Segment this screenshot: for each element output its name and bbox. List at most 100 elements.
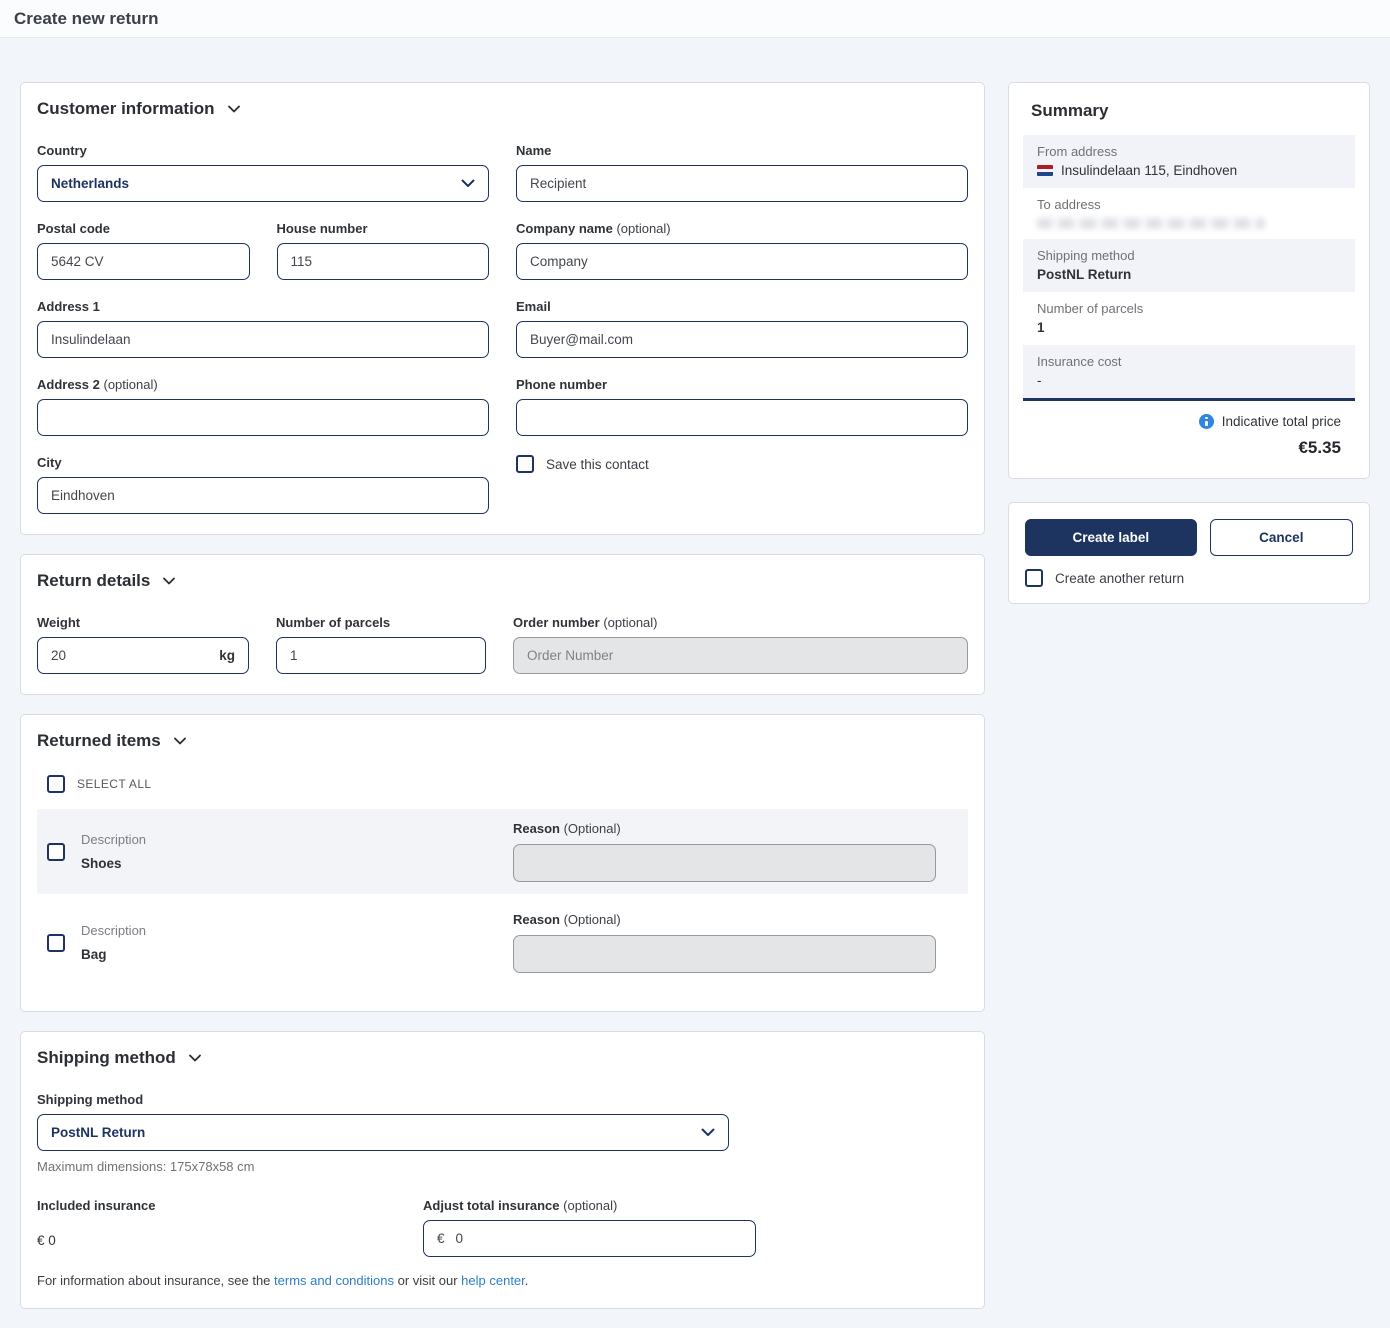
select-all-checkbox[interactable] [47, 775, 65, 793]
summary-card: Summary From address Insulindelaan 115, … [1008, 82, 1370, 479]
help-center-link[interactable]: help center [461, 1273, 525, 1288]
euro-currency-prefix: € [437, 1231, 445, 1246]
weight-input[interactable]: 20 kg [37, 637, 249, 674]
address1-value: Insulindelaan [51, 332, 131, 347]
reason-label: Reason (Optional) [513, 821, 621, 836]
item-description-label: Description [81, 832, 147, 847]
actions-card: Create label Cancel Create another retur… [1008, 502, 1370, 604]
city-input[interactable]: Eindhoven [37, 477, 489, 514]
page-title: Create new return [14, 8, 159, 28]
reason-label: Reason (Optional) [513, 912, 621, 927]
create-label-button[interactable]: Create label [1025, 519, 1197, 556]
house-number-input[interactable]: 115 [276, 243, 489, 280]
summary-parcels-value: 1 [1037, 320, 1045, 335]
insurance-info-note: For information about insurance, see the… [37, 1273, 529, 1288]
shipping-method-select[interactable]: PostNL Return [37, 1114, 729, 1151]
included-insurance-value: € 0 [37, 1233, 56, 1248]
reason-input-bag [513, 935, 936, 973]
country-label: Country [37, 143, 87, 158]
summary-from-address-row: From address Insulindelaan 115, Eindhove… [1023, 135, 1355, 188]
order-number-placeholder: Order Number [527, 648, 614, 663]
summary-to-address-row: To address [1023, 188, 1355, 239]
parcels-value: 1 [290, 648, 298, 663]
customer-left-column: Country Netherlands Postal code 5642 CV … [37, 143, 489, 514]
included-insurance-label: Included insurance [37, 1198, 156, 1213]
shipping-method-value: PostNL Return [51, 1125, 146, 1140]
company-name-label: Company name (optional) [516, 221, 671, 236]
create-another-return-checkbox[interactable] [1025, 569, 1043, 587]
name-input[interactable]: Recipient [516, 165, 968, 202]
save-contact-checkbox[interactable] [516, 455, 534, 473]
collapse-shipping-method-chevron-down-icon[interactable] [187, 1052, 203, 1064]
order-number-input: Order Number [513, 637, 968, 674]
house-number-value: 115 [290, 254, 313, 269]
summary-parcels-label: Number of parcels [1037, 301, 1144, 316]
summary-insurance-label: Insurance cost [1037, 354, 1122, 369]
collapse-return-details-chevron-down-icon[interactable] [161, 575, 177, 587]
email-input[interactable]: Buyer@mail.com [516, 321, 968, 358]
shipping-method-card: Shipping method Shipping method PostNL R… [20, 1031, 985, 1309]
chevron-down-icon [701, 1128, 715, 1136]
city-value: Eindhoven [51, 488, 115, 503]
postal-code-input[interactable]: 5642 CV [37, 243, 250, 280]
summary-total-divider [1023, 398, 1355, 401]
address1-input[interactable]: Insulindelaan [37, 321, 489, 358]
company-name-value: Company [530, 254, 588, 269]
summary-shipping-method-label: Shipping method [1037, 248, 1135, 263]
parcels-input[interactable]: 1 [276, 637, 486, 674]
return-details-card: Return details Weight 20 kg Number of pa… [20, 554, 985, 695]
to-address-label: To address [1037, 197, 1101, 212]
order-number-label: Order number (optional) [513, 615, 658, 630]
collapse-returned-items-chevron-down-icon[interactable] [172, 735, 188, 747]
city-label: City [37, 455, 62, 470]
phone-number-label: Phone number [516, 377, 608, 392]
summary-heading: Summary [1031, 101, 1109, 120]
item-description-label: Description [81, 923, 147, 938]
item-name: Bag [81, 947, 107, 962]
item-checkbox-bag[interactable] [47, 933, 65, 952]
shipping-method-label: Shipping method [37, 1092, 144, 1107]
returned-items-card: Returned items SELECT ALL Description Sh… [20, 714, 985, 1012]
email-value: Buyer@mail.com [530, 332, 633, 347]
page-header: Create new return [0, 0, 1390, 38]
max-dimensions-note: Maximum dimensions: 175x78x58 cm [37, 1159, 255, 1174]
total-price-label: Indicative total price [1221, 414, 1341, 429]
customer-right-column: Name Recipient Company name (optional) C… [516, 143, 968, 514]
company-name-input[interactable]: Company [516, 243, 968, 280]
terms-and-conditions-link[interactable]: terms and conditions [274, 1273, 394, 1288]
return-details-heading: Return details [37, 571, 151, 590]
save-contact-label: Save this contact [546, 456, 649, 472]
phone-number-input[interactable] [516, 399, 968, 436]
summary-insurance-value: - [1037, 373, 1042, 388]
item-name: Shoes [81, 856, 122, 871]
from-address-label: From address [1037, 144, 1118, 159]
country-select[interactable]: Netherlands [37, 165, 489, 202]
cancel-button[interactable]: Cancel [1209, 519, 1353, 556]
name-value: Recipient [530, 176, 587, 191]
returned-item-row: Description Bag Reason (Optional) [37, 900, 968, 985]
returned-items-heading: Returned items [37, 731, 161, 750]
customer-information-heading: Customer information [37, 99, 215, 118]
adjust-insurance-value: 0 [455, 1231, 464, 1246]
form-column: Customer information Country Netherlands [20, 82, 985, 1328]
from-address-value: Insulindelaan 115, Eindhoven [1061, 163, 1238, 178]
to-address-redacted-value [1037, 218, 1265, 229]
netherlands-flag-icon [1037, 165, 1053, 176]
summary-shipping-method-row: Shipping method PostNL Return [1023, 239, 1355, 292]
weight-label: Weight [37, 615, 81, 630]
address2-label: Address 2 (optional) [37, 377, 158, 392]
address2-input[interactable] [37, 399, 489, 436]
address1-label: Address 1 [37, 299, 100, 314]
collapse-customer-chevron-down-icon[interactable] [226, 103, 242, 115]
item-checkbox-shoes[interactable] [47, 842, 65, 861]
info-icon[interactable] [1198, 414, 1214, 429]
summary-parcels-row: Number of parcels 1 [1023, 292, 1355, 345]
house-number-label: House number [276, 221, 368, 236]
parcels-label: Number of parcels [276, 615, 391, 630]
summary-shipping-method-value: PostNL Return [1037, 267, 1132, 282]
postal-code-value: 5642 CV [51, 254, 104, 269]
postal-code-label: Postal code [37, 221, 110, 236]
returned-item-row: Description Shoes Reason (Optional) [37, 809, 968, 894]
adjust-insurance-input[interactable]: € 0 [423, 1220, 756, 1257]
customer-information-card: Customer information Country Netherlands [20, 82, 985, 535]
